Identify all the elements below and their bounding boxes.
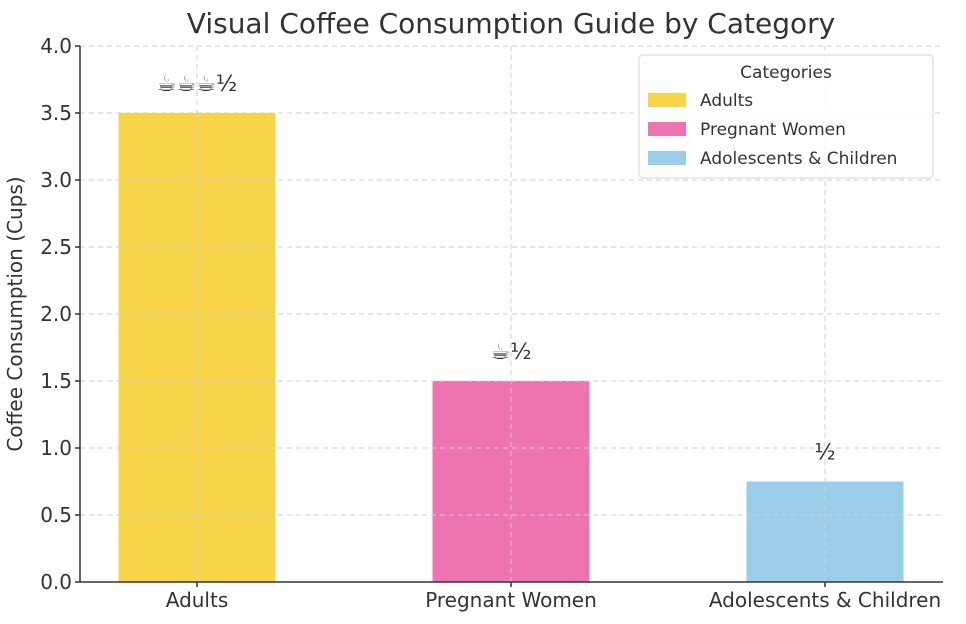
y-tick-label: 2.5 — [40, 235, 72, 259]
legend-entries: Adults Pregnant Women Adolescents & Childr… — [648, 91, 897, 169]
y-tick-label: 1.0 — [40, 436, 72, 460]
y-tick-label: 2.0 — [40, 302, 72, 326]
legend-box — [638, 54, 934, 179]
axes — [75, 45, 943, 587]
legend-swatch — [648, 93, 686, 107]
y-tick-label: 3.0 — [40, 168, 72, 192]
y-tick-label: 4.0 — [40, 34, 72, 58]
legend: Categories Adults Pregnant Women Adolescen… — [638, 54, 934, 179]
x-tick-label: Adults — [166, 588, 229, 612]
y-tick-label: 1.5 — [40, 369, 72, 393]
legend-title: Categories — [740, 63, 832, 83]
bar-annotation: ☕☕☕½ — [157, 72, 238, 97]
legend-swatch — [648, 122, 686, 136]
legend-label: Pregnant Women — [700, 120, 846, 140]
y-tick-labels: 0.0 0.5 1.0 1.5 2.0 2.5 3.0 3.5 4.0 — [40, 34, 72, 594]
chart-title: Visual Coffee Consumption Guide by Categ… — [187, 7, 835, 40]
x-tick-label: Pregnant Women — [425, 588, 597, 612]
legend-label: Adolescents & Children — [700, 149, 897, 169]
y-tick-label: 3.5 — [40, 101, 72, 125]
legend-label: Adults — [700, 91, 753, 111]
x-tick-label: Adolescents & Children — [709, 588, 941, 612]
y-axis-label: Coffee Consumption (Cups) — [3, 176, 27, 451]
bar-annotation: ½ — [814, 441, 835, 466]
legend-swatch — [648, 151, 686, 165]
bar-annotation: ☕½ — [490, 340, 531, 365]
y-tick-label: 0.5 — [40, 503, 72, 527]
x-tick-labels: Adults Pregnant Women Adolescents & Childr… — [166, 588, 941, 612]
y-tick-label: 0.0 — [40, 570, 72, 594]
bar-annotations: ☕☕☕½ ☕½ ½ — [157, 72, 836, 466]
